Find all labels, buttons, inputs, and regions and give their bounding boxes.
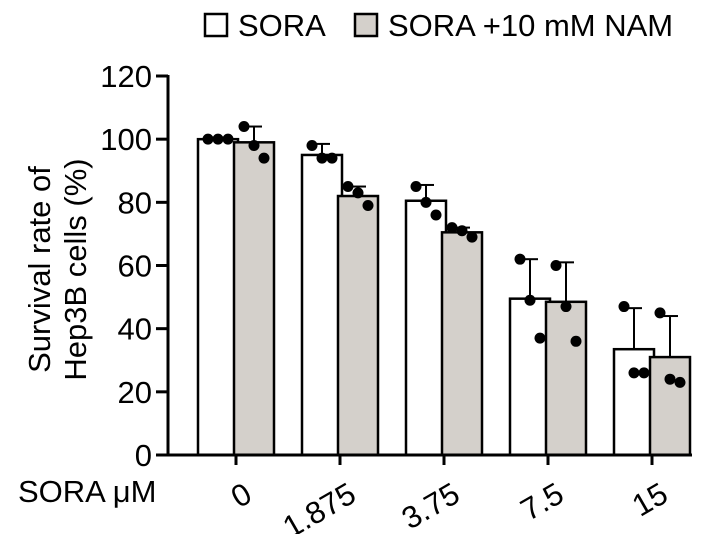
data-point — [362, 199, 374, 211]
legend-label: SORA — [238, 8, 326, 43]
x-axis-prefix-label: SORA μM — [18, 474, 156, 509]
y-axis-label: Survival rate of Hep3B cells (%) — [22, 158, 93, 380]
data-point — [202, 133, 214, 145]
bar — [404, 199, 448, 457]
y-tick-label: 60 — [118, 249, 152, 284]
bar — [232, 141, 276, 457]
y-tick-label: 20 — [118, 375, 152, 410]
data-point — [326, 152, 338, 164]
bar — [648, 355, 692, 457]
x-tick-label: 1.875 — [277, 476, 362, 534]
x-tick-label: 3.75 — [396, 476, 466, 534]
y-axis: 0 20 40 60 80 100 120 — [100, 59, 170, 473]
bar — [612, 347, 656, 457]
data-point — [628, 367, 640, 379]
data-point — [430, 209, 442, 221]
data-point — [446, 222, 458, 234]
y-axis-label-line: Survival rate of — [22, 166, 57, 373]
legend: SORA SORA +10 mM NAM — [203, 8, 673, 43]
data-point — [514, 253, 526, 265]
x-tick-label: 0 — [225, 476, 257, 515]
bars — [196, 121, 692, 457]
y-tick-label: 100 — [100, 122, 152, 157]
data-point — [352, 187, 364, 199]
legend-swatch — [203, 12, 229, 38]
data-point — [466, 231, 478, 243]
data-point — [654, 307, 666, 319]
data-point — [524, 294, 536, 306]
data-point — [258, 152, 270, 164]
y-tick-label: 40 — [118, 312, 152, 347]
bar — [336, 194, 380, 457]
x-tick-label: 7.5 — [515, 476, 570, 528]
data-point — [664, 373, 676, 385]
y-tick-label: 0 — [135, 438, 152, 473]
bar — [508, 297, 552, 457]
x-axis: SORA μM 0 1.875 3.75 7.5 15 — [18, 453, 692, 534]
bar — [544, 300, 588, 457]
data-point — [410, 181, 422, 193]
data-point — [222, 133, 234, 145]
x-tick-label: 15 — [626, 476, 673, 524]
bar — [196, 137, 240, 457]
data-point — [534, 332, 546, 344]
legend-swatch — [353, 12, 379, 38]
data-point — [550, 260, 562, 271]
y-tick-label: 80 — [118, 185, 152, 220]
bar — [440, 231, 484, 457]
data-point — [212, 133, 224, 145]
data-point — [456, 225, 468, 237]
bar — [300, 153, 344, 457]
y-axis-label-line: Hep3B cells (%) — [58, 158, 93, 380]
data-point — [238, 121, 250, 133]
data-point — [420, 196, 432, 208]
data-point — [638, 367, 650, 379]
data-point — [342, 181, 354, 193]
data-point — [674, 376, 686, 388]
data-point — [560, 301, 572, 313]
legend-label: SORA +10 mM NAM — [388, 8, 673, 43]
data-point — [570, 335, 582, 347]
data-point — [248, 139, 260, 151]
data-point — [316, 152, 328, 164]
y-tick-label: 120 — [100, 59, 152, 94]
data-point — [618, 301, 630, 313]
data-point — [306, 139, 318, 151]
